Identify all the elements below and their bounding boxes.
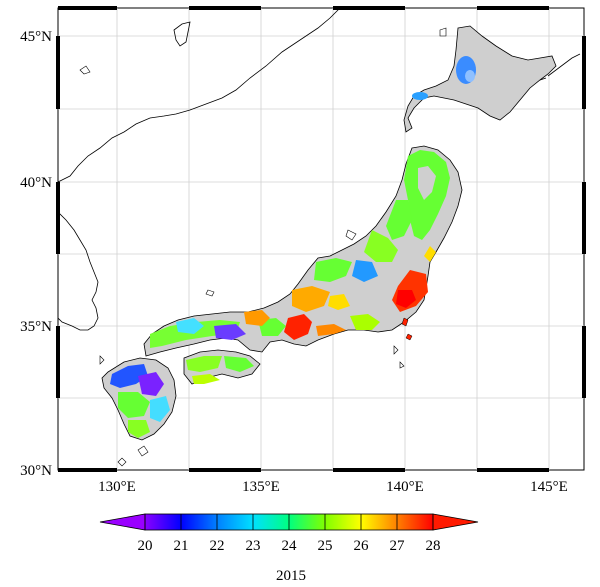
colorbar-tick-labels: 20 21 22 23 24 25 26 27 28	[138, 538, 441, 554]
colorbar-label-23: 23	[246, 538, 261, 554]
lon-label-135: 135°E	[242, 479, 280, 495]
lat-label-45: 45°N	[20, 29, 52, 45]
hokkaido-cool-patches	[412, 56, 476, 100]
colorbar-label-27: 27	[390, 538, 406, 554]
colorbar-label-24: 24	[282, 538, 298, 554]
honshu-temperature-patches	[150, 150, 450, 348]
colorbar-label-28: 28	[426, 538, 441, 554]
lon-label-130: 130°E	[98, 479, 136, 495]
colorbar-label-22: 22	[210, 538, 225, 554]
colorbar-tick-marks	[144, 514, 434, 530]
colorbar: 20 21 22 23 24 25 26 27 28	[99, 513, 479, 554]
lon-label-145: 145°E	[530, 479, 568, 495]
lon-label-140: 140°E	[386, 479, 424, 495]
longitude-labels: 130°E 135°E 140°E 145°E	[98, 479, 568, 495]
colorbar-label-20: 20	[138, 538, 153, 554]
asia-coastline	[58, 8, 341, 331]
small-islands	[79, 27, 447, 467]
figure-caption: 2015	[276, 568, 306, 584]
lat-label-40: 40°N	[20, 175, 52, 191]
lat-label-30: 30°N	[20, 463, 52, 479]
colorbar-low-extend	[99, 513, 146, 531]
colorbar-label-26: 26	[354, 538, 370, 554]
shikoku-temperature-patches	[186, 356, 254, 384]
kyushu-temperature-patches	[110, 364, 170, 438]
sakhalin-coast	[173, 21, 191, 47]
colorbar-label-21: 21	[174, 538, 189, 554]
izu-islands	[401, 317, 413, 341]
latitude-labels: 45°N 40°N 35°N 30°N	[20, 29, 52, 479]
colorbar-high-extend	[432, 513, 479, 531]
colorbar-label-25: 25	[318, 538, 333, 554]
lat-label-35: 35°N	[20, 319, 52, 335]
frame-ticks	[56, 6, 586, 472]
map-panel	[56, 6, 586, 472]
